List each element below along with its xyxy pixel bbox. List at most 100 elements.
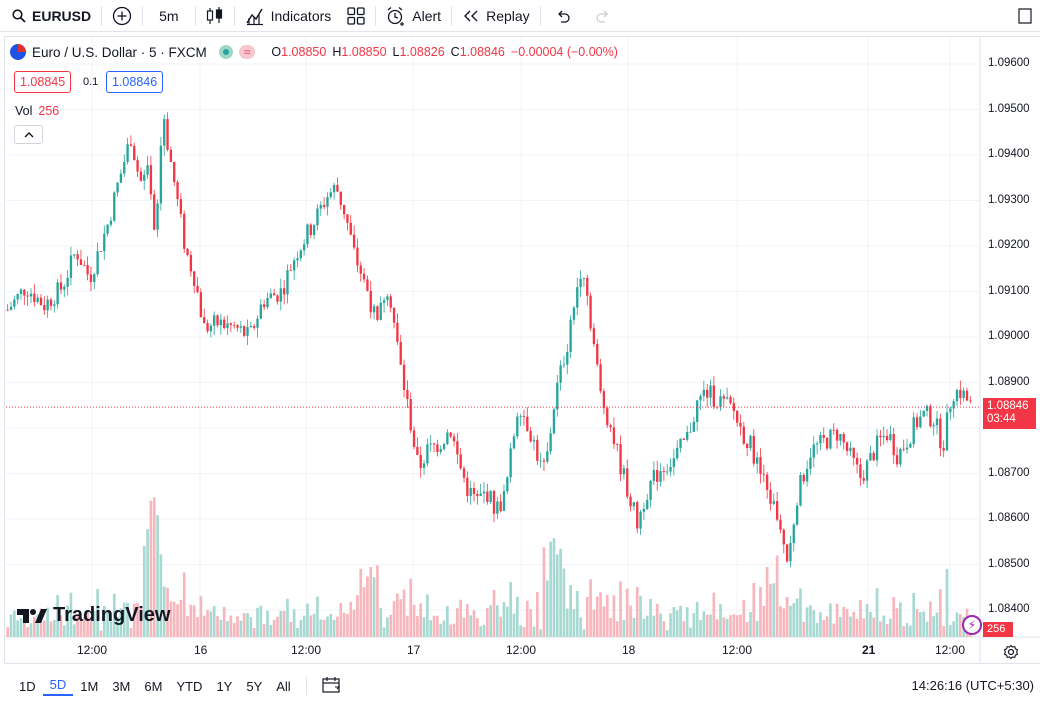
add-circle-icon xyxy=(112,6,132,26)
volume-bar xyxy=(769,584,772,637)
volume-bar xyxy=(945,568,949,637)
alarm-clock-icon xyxy=(386,6,406,26)
volume-bar xyxy=(359,568,363,637)
candle-body xyxy=(243,326,246,336)
last-price-tag: 1.08846 03:44 xyxy=(983,398,1036,429)
candle-body xyxy=(499,501,502,511)
volume-bar xyxy=(239,620,243,637)
data-source-icon[interactable]: ≈ xyxy=(238,45,256,59)
volume-bar xyxy=(162,586,166,637)
candle-body xyxy=(586,277,589,296)
candle-body xyxy=(279,288,282,302)
volume-bar xyxy=(845,608,849,637)
candle-body xyxy=(29,293,33,297)
candle-body xyxy=(602,391,606,409)
chart-type-button[interactable] xyxy=(198,0,232,32)
volume-bar xyxy=(605,595,609,637)
candle-body xyxy=(19,289,23,295)
candle-body xyxy=(213,315,216,326)
volume-bar xyxy=(459,599,463,637)
range-1m[interactable]: 1M xyxy=(80,678,99,694)
candle-body xyxy=(309,224,312,236)
volume-bar xyxy=(852,611,856,637)
candle-body xyxy=(312,225,316,236)
candle-body xyxy=(173,161,176,183)
candle-body xyxy=(912,417,915,444)
volume-label: Vol xyxy=(15,104,33,118)
candle-body xyxy=(935,418,939,426)
range-6m[interactable]: 6M xyxy=(144,678,163,694)
candle-body xyxy=(83,264,86,266)
volume-bar xyxy=(322,619,326,637)
volume-bar xyxy=(715,619,719,637)
candle-body xyxy=(316,208,319,226)
collapse-legend-button[interactable] xyxy=(14,125,43,144)
interval-button[interactable]: 5m xyxy=(145,0,192,32)
candle-body xyxy=(126,144,129,162)
candle-body xyxy=(692,421,696,432)
redo-button[interactable] xyxy=(583,0,623,32)
candle-body xyxy=(546,451,549,462)
layouts-button[interactable] xyxy=(339,0,373,32)
volume-bar xyxy=(159,554,163,637)
instrument-title[interactable]: Euro / U.S. Dollar · 5 · FXCM xyxy=(32,44,207,60)
axis-settings-button[interactable] xyxy=(1003,644,1019,665)
undo-button[interactable] xyxy=(543,0,583,32)
volume-bar xyxy=(472,610,476,637)
volume-bar xyxy=(302,615,306,637)
range-5y[interactable]: 5Y xyxy=(246,678,263,694)
compare-button[interactable] xyxy=(104,0,140,32)
candle-body xyxy=(899,448,902,465)
candle-body xyxy=(439,449,442,453)
lightning-icon[interactable]: ⚡ xyxy=(962,615,982,635)
range-ytd[interactable]: YTD xyxy=(176,678,203,694)
buy-price-button[interactable]: 1.08846 xyxy=(106,71,164,93)
candle-body xyxy=(53,304,56,306)
gear-icon xyxy=(1003,644,1019,660)
volume-bar xyxy=(109,621,113,637)
candle-body xyxy=(306,224,309,245)
volume-bar xyxy=(309,615,313,637)
volume-bar xyxy=(869,611,872,637)
range-1d[interactable]: 1D xyxy=(19,678,36,694)
divider xyxy=(142,5,144,26)
candle-body xyxy=(752,435,755,464)
market-status-icon[interactable] xyxy=(218,45,233,59)
candle-body xyxy=(895,455,899,465)
candle-body xyxy=(702,389,706,396)
candle-body xyxy=(412,430,416,447)
candle-body xyxy=(662,471,666,473)
volume-bar xyxy=(406,615,409,637)
range-all[interactable]: All xyxy=(276,678,291,694)
range-5d[interactable]: 5D xyxy=(42,677,74,696)
chart-pane[interactable] xyxy=(4,36,1040,664)
volume-bar xyxy=(625,588,629,637)
volume-bar xyxy=(859,600,862,637)
replay-button[interactable]: Replay xyxy=(454,0,538,32)
volume-bar xyxy=(819,612,822,637)
volume-bar xyxy=(149,500,153,637)
volume-bar xyxy=(512,613,516,637)
timezone-clock[interactable]: 14:26:16 (UTC+5:30) xyxy=(911,678,1034,693)
candle-body xyxy=(629,496,632,507)
range-3m[interactable]: 3M xyxy=(112,678,131,694)
volume-bar xyxy=(659,613,662,637)
sell-price-button[interactable]: 1.08845 xyxy=(14,71,72,93)
tradingview-logo[interactable]: TradingView xyxy=(17,604,170,627)
alert-button[interactable]: Alert xyxy=(378,0,449,32)
candle-body xyxy=(69,255,73,278)
go-to-date-button[interactable] xyxy=(315,676,349,697)
indicators-button[interactable]: Indicators xyxy=(237,0,340,32)
range-1y[interactable]: 1Y xyxy=(216,678,233,694)
volume-bar xyxy=(216,616,219,637)
volume-bar xyxy=(469,615,473,637)
low-label: L xyxy=(392,45,400,59)
volume-bar xyxy=(745,622,749,637)
candle-body xyxy=(322,204,326,207)
symbol-search-button[interactable]: EURUSD xyxy=(0,0,99,32)
fullscreen-button[interactable] xyxy=(1010,0,1040,32)
volume-bar xyxy=(872,617,876,637)
candle-body xyxy=(46,299,49,311)
volume-bar xyxy=(839,616,842,637)
